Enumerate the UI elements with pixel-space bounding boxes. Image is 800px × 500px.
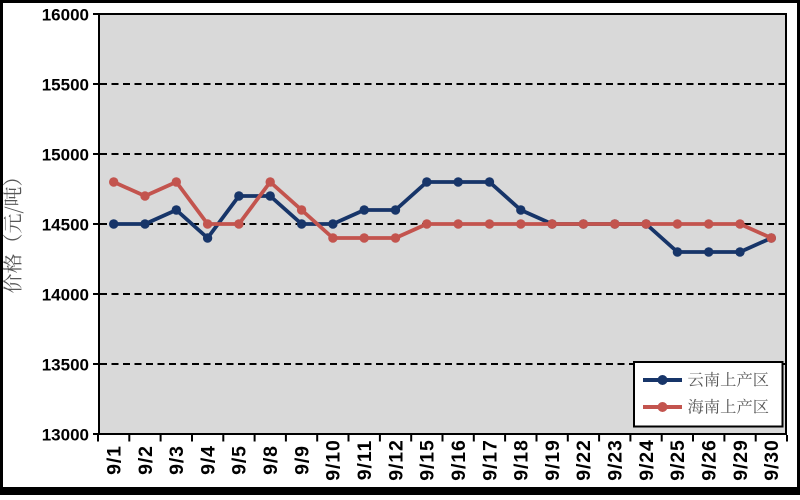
svg-text:9/11: 9/11 (354, 440, 376, 480)
svg-text:9/19: 9/19 (542, 439, 564, 481)
svg-text:9/26: 9/26 (699, 439, 721, 481)
svg-text:9/5: 9/5 (229, 445, 251, 475)
svg-text:9/1: 9/1 (104, 445, 126, 475)
svg-text:9/23: 9/23 (605, 439, 627, 481)
svg-text:9/15: 9/15 (417, 439, 439, 481)
svg-text:9/18: 9/18 (511, 439, 533, 481)
svg-text:9/24: 9/24 (636, 439, 658, 481)
svg-text:9/22: 9/22 (573, 439, 595, 481)
svg-text:13000: 13000 (42, 426, 89, 445)
svg-text:13500: 13500 (42, 356, 89, 375)
svg-text:9/4: 9/4 (197, 445, 219, 475)
svg-text:14500: 14500 (42, 216, 89, 235)
svg-text:9/17: 9/17 (479, 439, 501, 481)
svg-text:15500: 15500 (42, 76, 89, 95)
svg-text:9/3: 9/3 (166, 445, 188, 475)
svg-text:9/12: 9/12 (385, 439, 407, 481)
svg-text:9/9: 9/9 (291, 445, 313, 475)
svg-text:9/30: 9/30 (761, 439, 783, 481)
svg-text:9/25: 9/25 (667, 439, 689, 481)
svg-text:9/16: 9/16 (448, 439, 470, 481)
svg-text:16000: 16000 (42, 6, 89, 25)
svg-text:9/8: 9/8 (260, 445, 282, 475)
svg-text:15000: 15000 (42, 146, 89, 165)
svg-text:14000: 14000 (42, 286, 89, 305)
svg-text:9/29: 9/29 (730, 439, 752, 481)
svg-text:9/10: 9/10 (323, 439, 345, 481)
svg-text:9/2: 9/2 (135, 445, 157, 475)
